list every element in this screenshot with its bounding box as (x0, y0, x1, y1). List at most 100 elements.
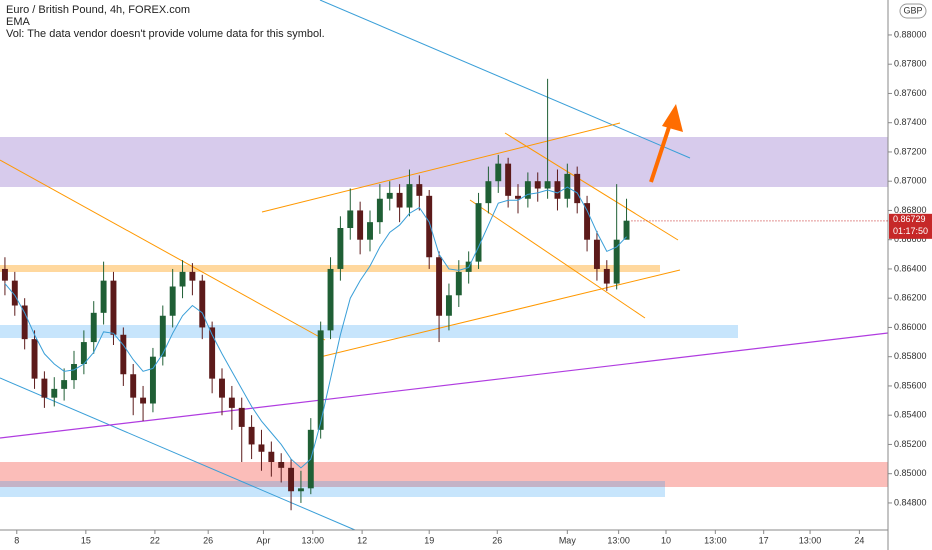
candle-body (475, 203, 482, 262)
candle-body (61, 380, 68, 389)
candle-body (603, 268, 610, 284)
channel-line (504, 132, 679, 241)
y-tick-label: 0.85000 (894, 468, 927, 478)
x-tick-label: 17 (759, 535, 769, 545)
y-tick-label: 0.88000 (894, 29, 927, 39)
x-tick-label: 10 (661, 535, 671, 545)
candle-body (130, 374, 137, 398)
candle-body (327, 268, 334, 331)
drawings (0, 0, 889, 531)
x-tick-label: Apr (256, 535, 270, 545)
resistance-zone (0, 137, 888, 187)
candle-body (268, 451, 275, 462)
candle-body (199, 280, 206, 328)
currency-button[interactable] (899, 3, 927, 19)
ema-line (4, 186, 627, 469)
countdown-label: 01:17:50 (893, 226, 928, 236)
candle-body (278, 461, 285, 468)
x-tick-label: 12 (357, 535, 367, 545)
indicator-label: EMA (6, 16, 31, 28)
x-tick-label: 13:00 (302, 535, 325, 545)
volume-note: Vol: The data vendor doesn't provide vol… (6, 28, 325, 40)
candle-body (41, 378, 48, 398)
candle-body (416, 184, 423, 196)
candle-body (71, 364, 77, 381)
candle-body (406, 184, 413, 208)
candle-body (169, 286, 176, 316)
last-price-label: 0.86729 (893, 214, 926, 224)
candle-body (584, 203, 591, 240)
x-tick-label: 22 (150, 535, 160, 545)
trend-line (0, 159, 326, 341)
candle-body (505, 163, 512, 196)
candle-body (159, 315, 166, 357)
channel-line (469, 199, 646, 319)
candle-body (189, 271, 196, 281)
x-tick-label: 13:00 (799, 535, 822, 545)
arrow (649, 123, 672, 183)
candle-body (228, 397, 235, 408)
y-tick-label: 0.87800 (894, 59, 927, 69)
support-zone (0, 325, 738, 338)
candle-body (534, 181, 541, 189)
y-tick-label: 0.87600 (894, 88, 927, 98)
candle-body (524, 181, 531, 199)
channel-line (261, 122, 621, 213)
x-tick-label: May (559, 535, 577, 545)
y-tick-label: 0.86800 (894, 205, 927, 215)
candle-body (495, 163, 502, 182)
candle-body (110, 280, 117, 335)
y-tick-label: 0.86200 (894, 293, 927, 303)
support-zone (0, 265, 660, 272)
y-tick-label: 0.87400 (894, 117, 927, 127)
candle-body (436, 257, 443, 316)
candle-body (574, 173, 581, 204)
candle-body (149, 356, 156, 404)
candle-body (623, 220, 630, 240)
candle-body (140, 397, 147, 404)
y-tick-label: 0.85200 (894, 439, 927, 449)
last-price-tag (889, 213, 932, 239)
y-tick-label: 0.86600 (894, 234, 927, 244)
y-tick-label: 0.84800 (894, 497, 927, 507)
candle-body (337, 227, 344, 269)
candle-body (564, 173, 571, 199)
x-tick-label: 13:00 (704, 535, 727, 545)
candle-body (288, 467, 295, 492)
candle-body (11, 280, 18, 306)
candle-body (120, 334, 127, 375)
trend-line (0, 377, 356, 531)
candle-body (544, 181, 551, 189)
currency-label[interactable]: GBP (903, 5, 922, 15)
candle-body (367, 222, 373, 240)
x-tick-label: 15 (81, 535, 91, 545)
candle-body (179, 271, 186, 287)
candle-body (445, 295, 452, 316)
x-tick-label: 24 (854, 535, 864, 545)
candle-body (248, 426, 255, 445)
y-tick-label: 0.85800 (894, 351, 927, 361)
y-tick-label: 0.85400 (894, 410, 927, 420)
candle-body (238, 407, 245, 427)
candle-body (80, 342, 87, 365)
candle-body (209, 327, 216, 379)
demand-zone (0, 462, 888, 487)
candle-body (258, 444, 265, 452)
trend-line (319, 0, 691, 159)
y-tick-label: 0.86400 (894, 263, 927, 273)
candle-body (219, 378, 225, 398)
candle-body (376, 198, 383, 223)
candle-body (1, 268, 8, 281)
x-tick-label: 26 (492, 535, 502, 545)
y-tick-label: 0.86000 (894, 322, 927, 332)
candle-body (51, 388, 58, 398)
demand-zone (0, 481, 665, 497)
candle-body (347, 210, 354, 228)
y-tick-label: 0.87000 (894, 176, 927, 186)
candle-body (357, 210, 364, 240)
candle-body (515, 195, 521, 199)
candle-body (31, 339, 38, 379)
candle-body (21, 305, 28, 340)
candle-body (554, 181, 561, 199)
